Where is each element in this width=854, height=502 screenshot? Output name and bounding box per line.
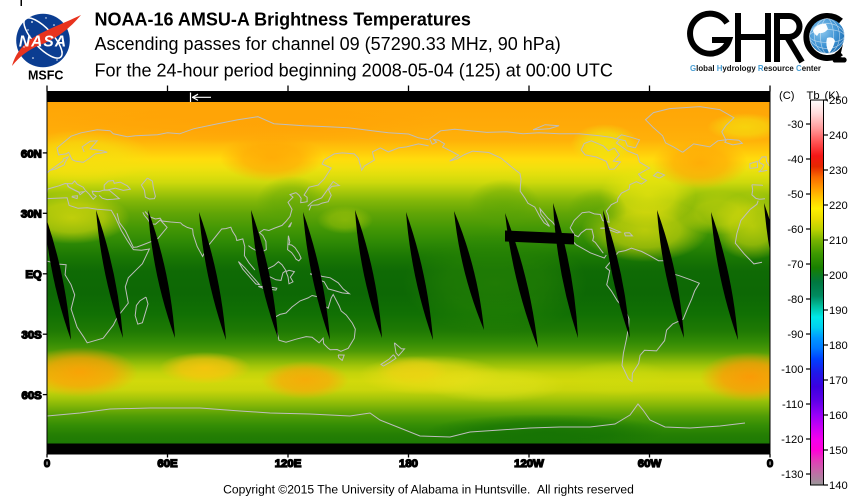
svg-text:Ascending passes for channel 0: Ascending passes for channel 09 (57290.3… xyxy=(95,34,561,54)
svg-text:EQ: EQ xyxy=(25,269,42,281)
svg-text:NASA: NASA xyxy=(19,34,67,51)
svg-text:30S: 30S xyxy=(22,330,43,342)
svg-text:220: 220 xyxy=(829,200,848,212)
svg-text:(K): (K) xyxy=(825,90,840,102)
svg-text:-80: -80 xyxy=(787,294,803,306)
svg-text:(C): (C) xyxy=(779,90,795,102)
svg-text:MSFC: MSFC xyxy=(28,69,63,83)
svg-text:Global Hydrology Resource Cent: Global Hydrology Resource Center xyxy=(690,64,822,73)
svg-text:200: 200 xyxy=(829,270,848,282)
svg-text:30N: 30N xyxy=(21,209,42,221)
svg-text:140: 140 xyxy=(829,480,848,492)
svg-text:120W: 120W xyxy=(514,458,544,470)
svg-text:250: 250 xyxy=(829,95,848,107)
svg-text:60W: 60W xyxy=(638,458,662,470)
svg-text:For the 24-hour period beginni: For the 24-hour period beginning 2008-05… xyxy=(95,60,613,80)
svg-text:-40: -40 xyxy=(787,154,803,166)
svg-text:230: 230 xyxy=(829,165,848,177)
svg-text:Tb: Tb xyxy=(807,90,820,102)
svg-text:240: 240 xyxy=(829,130,848,142)
svg-text:-30: -30 xyxy=(787,119,803,131)
svg-text:150: 150 xyxy=(829,445,848,457)
svg-text:120E: 120E xyxy=(275,458,302,470)
svg-text:180: 180 xyxy=(399,458,418,470)
svg-text:-130: -130 xyxy=(781,469,803,481)
svg-text:170: 170 xyxy=(829,375,848,387)
svg-text:180: 180 xyxy=(829,340,848,352)
svg-text:-60: -60 xyxy=(787,224,803,236)
svg-text:210: 210 xyxy=(829,235,848,247)
svg-text:-50: -50 xyxy=(787,189,803,201)
svg-text:-120: -120 xyxy=(781,434,803,446)
svg-text:190: 190 xyxy=(829,305,848,317)
svg-text:-100: -100 xyxy=(781,364,803,376)
svg-text:-90: -90 xyxy=(787,329,803,341)
svg-text:-70: -70 xyxy=(787,259,803,271)
svg-text:Copyright ©2015 The University: Copyright ©2015 The University of Alabam… xyxy=(223,483,634,497)
svg-text:0: 0 xyxy=(44,458,50,470)
svg-text:0: 0 xyxy=(767,458,773,470)
svg-text:-110: -110 xyxy=(782,399,804,411)
svg-text:160: 160 xyxy=(829,410,848,422)
svg-text:60S: 60S xyxy=(22,390,43,402)
svg-text:60E: 60E xyxy=(157,458,178,470)
svg-text:60N: 60N xyxy=(21,148,42,160)
svg-text:NOAA-16 AMSU-A Brightness Temp: NOAA-16 AMSU-A Brightness Temperatures xyxy=(95,9,471,29)
